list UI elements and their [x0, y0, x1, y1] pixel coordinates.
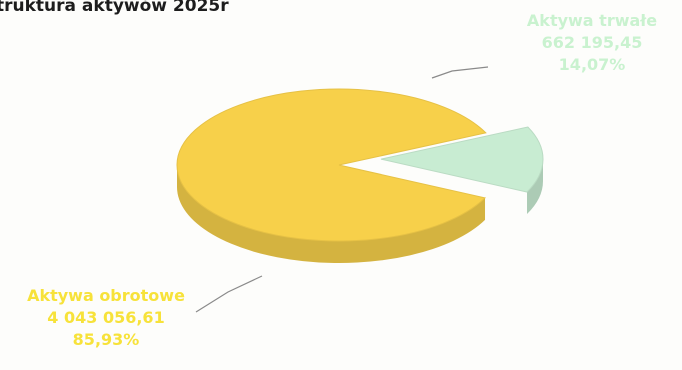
- data-label-current-assets-percent: 85,93%: [72, 330, 140, 349]
- data-label-fixed-assets-percent: 14,07%: [558, 55, 626, 74]
- data-label-current-assets-name: Aktywa obrotowe: [27, 286, 185, 305]
- pie-slice-aktywa-obrotowe: [176, 88, 487, 242]
- pie-side-aktywa-obrotowe: [177, 165, 486, 264]
- pie-slice-aktywa-trwałe: [380, 126, 544, 193]
- data-label-fixed-assets-value: 662 195,45: [541, 33, 643, 52]
- data-label-current-assets-value: 4 043 056,61: [47, 308, 165, 327]
- leader-line-current-assets: [195, 275, 263, 313]
- chart-title: truktura aktywów 2025r: [0, 0, 229, 16]
- data-label-fixed-assets: Aktywa trwałe 662 195,45 14,07%: [512, 10, 672, 76]
- pie-side-aktywa-trwałe: [527, 159, 543, 215]
- data-label-fixed-assets-name: Aktywa trwałe: [526, 11, 658, 30]
- data-label-current-assets: Aktywa obrotowe 4 043 056,61 85,93%: [2, 285, 210, 351]
- leader-line-fixed-assets: [431, 66, 489, 79]
